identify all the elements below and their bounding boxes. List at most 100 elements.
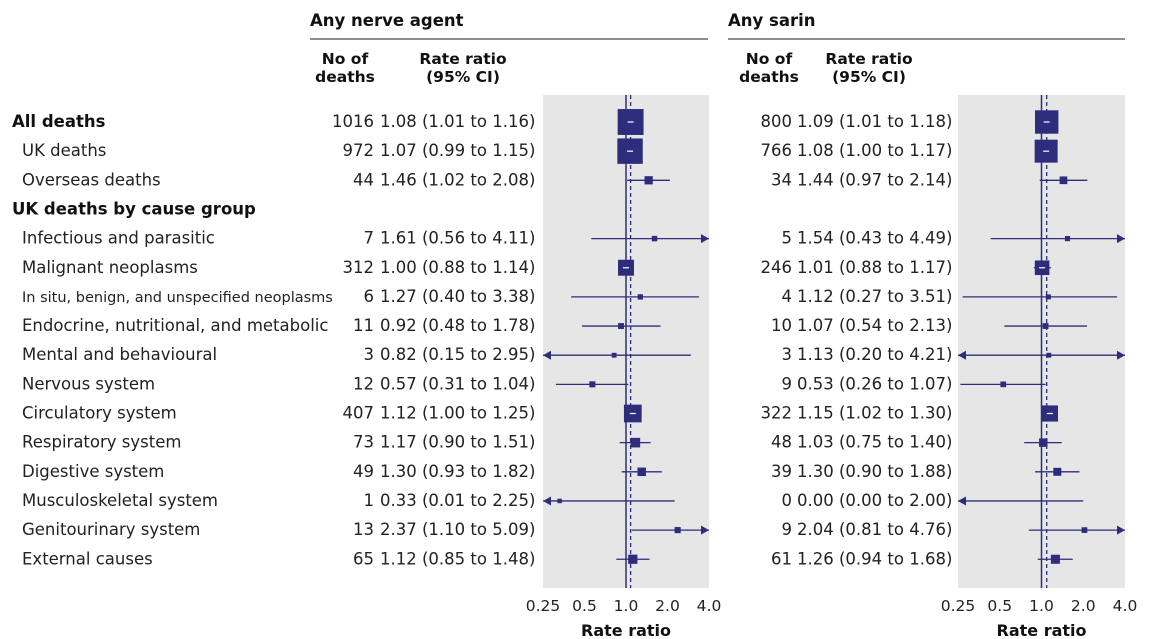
rate-ratio-ci: 1.00 (0.88 to 1.14): [380, 258, 535, 277]
forest-row: 0 0.00 (0.00 to 2.00): [782, 491, 1084, 510]
forest-row: 39 1.30 (0.90 to 1.88): [771, 462, 1080, 481]
deaths-value: 1: [364, 491, 375, 510]
point-estimate: [1053, 467, 1062, 476]
col-header-rate-ratio: Rate ratio: [825, 50, 912, 68]
point-estimate: [1050, 554, 1060, 564]
x-axis-title: Rate ratio: [997, 621, 1087, 639]
deaths-value: 10: [771, 316, 792, 335]
forest-row: 73 1.17 (0.90 to 1.51): [353, 433, 651, 452]
point-estimate: [628, 554, 638, 564]
point-estimate: [611, 352, 617, 358]
deaths-value: 34: [771, 170, 792, 189]
rate-ratio-ci: 1.54 (0.43 to 4.49): [797, 229, 952, 248]
point-estimate: [1045, 294, 1051, 300]
forest-row: 972 1.07 (0.99 to 1.15): [343, 138, 643, 164]
rate-ratio-ci: 1.12 (1.00 to 1.25): [380, 404, 535, 423]
row-label: Musculoskeletal system: [22, 491, 218, 510]
ci-arrow-right: [701, 525, 709, 535]
deaths-value: 6: [364, 287, 375, 306]
forest-row: 34 1.44 (0.97 to 2.14): [771, 170, 1088, 189]
col-header-deaths: No of: [746, 50, 793, 68]
deaths-value: 48: [771, 433, 792, 452]
point-estimate: [557, 498, 562, 504]
col-header-rate-ratio: Rate ratio: [419, 50, 506, 68]
forest-row: 65 1.12 (0.85 to 1.48): [353, 549, 650, 568]
rate-ratio-ci: 1.26 (0.94 to 1.68): [797, 549, 952, 568]
x-tick-label: 0.25: [941, 597, 976, 615]
deaths-value: 5: [782, 229, 793, 248]
x-tick-label: 0.5: [987, 597, 1012, 615]
forest-row: 322 1.15 (1.02 to 1.30): [761, 404, 1058, 423]
rate-ratio-ci: 1.27 (0.40 to 3.38): [380, 287, 535, 306]
deaths-value: 3: [364, 345, 375, 364]
rate-ratio-ci: 1.30 (0.90 to 1.88): [797, 462, 952, 481]
rate-ratio-ci: 2.37 (1.10 to 5.09): [380, 520, 535, 539]
forest-row: 4 1.12 (0.27 to 3.51): [782, 287, 1118, 306]
row-label: Overseas deaths: [22, 170, 161, 189]
rate-ratio-ci: 1.17 (0.90 to 1.51): [380, 433, 535, 452]
point-estimate: [618, 323, 624, 330]
deaths-value: 766: [761, 141, 793, 160]
rate-ratio-ci: 1.44 (0.97 to 2.14): [797, 170, 952, 189]
x-tick-label: 1.0: [614, 597, 639, 615]
ci-arrow-right: [701, 234, 709, 244]
forest-row: 12 0.57 (0.31 to 1.04): [353, 374, 629, 393]
row-label: Digestive system: [22, 462, 164, 481]
point-estimate: [1000, 381, 1007, 388]
deaths-value: 0: [782, 491, 793, 510]
forest-row: 9 2.04 (0.81 to 4.76): [782, 520, 1125, 539]
row-label: External causes: [22, 549, 153, 568]
deaths-value: 312: [343, 258, 375, 277]
panel-title: Any nerve agent: [310, 11, 464, 30]
rate-ratio-ci: 1.09 (1.01 to 1.18): [797, 112, 952, 131]
forest-row: 61 1.26 (0.94 to 1.68): [771, 549, 1073, 568]
forest-row: 49 1.30 (0.93 to 1.82): [353, 462, 662, 481]
deaths-value: 73: [353, 433, 374, 452]
x-tick-label: 2.0: [655, 597, 680, 615]
deaths-value: 3: [782, 345, 793, 364]
forest-row: 3 0.82 (0.15 to 2.95): [364, 345, 691, 364]
forest-row: 10 1.07 (0.54 to 2.13): [771, 316, 1088, 335]
ci-arrow-left: [543, 496, 551, 506]
x-tick-label: 0.25: [526, 597, 561, 615]
deaths-value: 49: [353, 462, 374, 481]
deaths-value: 407: [343, 404, 375, 423]
forest-row: 44 1.46 (1.02 to 2.08): [353, 170, 670, 189]
row-label: Endocrine, nutritional, and metabolic: [22, 316, 328, 335]
row-label: Malignant neoplasms: [22, 258, 198, 277]
col-header-rate-ratio: (95% CI): [426, 68, 500, 86]
point-estimate: [674, 527, 681, 534]
deaths-value: 65: [353, 549, 374, 568]
col-header-deaths: deaths: [315, 68, 375, 86]
rate-ratio-ci: 1.12 (0.27 to 3.51): [797, 287, 952, 306]
ci-arrow-left: [958, 496, 966, 506]
deaths-value: 13: [353, 520, 374, 539]
forest-row: 246 1.01 (0.88 to 1.17): [761, 258, 1051, 277]
forest-row: 6 1.27 (0.40 to 3.38): [364, 287, 699, 306]
forest-row: 13 2.37 (1.10 to 5.09): [353, 520, 709, 539]
deaths-value: 800: [761, 112, 793, 131]
rate-ratio-ci: 1.01 (0.88 to 1.17): [797, 258, 952, 277]
rate-ratio-ci: 0.00 (0.00 to 2.00): [797, 491, 952, 510]
rate-ratio-ci: 1.03 (0.75 to 1.40): [797, 433, 952, 452]
row-labels: All deaths UK deaths Overseas deaths UK dea…: [12, 112, 333, 568]
ci-arrow-left: [543, 350, 551, 360]
forest-row: 312 1.00 (0.88 to 1.14): [343, 258, 634, 277]
row-label: UK deaths: [22, 141, 106, 160]
col-header-deaths: deaths: [739, 68, 799, 86]
point-estimate: [630, 437, 641, 448]
forest-row: 9 0.53 (0.26 to 1.07): [782, 374, 1046, 393]
forest-row: 3 1.13 (0.20 to 4.21): [782, 345, 1125, 364]
rate-ratio-ci: 1.08 (1.00 to 1.17): [797, 141, 952, 160]
x-tick-label: 1.0: [1029, 597, 1054, 615]
panel-title: Any sarin: [728, 11, 816, 30]
deaths-value: 322: [761, 404, 793, 423]
row-label: All deaths: [12, 112, 106, 131]
ci-arrow-right: [1117, 525, 1125, 535]
rate-ratio-ci: 2.04 (0.81 to 4.76): [797, 520, 952, 539]
point-estimate: [1059, 176, 1068, 185]
x-tick-label: 0.5: [572, 597, 597, 615]
point-estimate: [589, 381, 596, 388]
